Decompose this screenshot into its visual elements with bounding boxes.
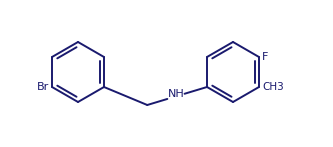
Text: Br: Br	[37, 82, 49, 92]
Text: F: F	[262, 52, 268, 62]
Text: NH: NH	[167, 89, 184, 99]
Text: CH3: CH3	[262, 82, 284, 92]
